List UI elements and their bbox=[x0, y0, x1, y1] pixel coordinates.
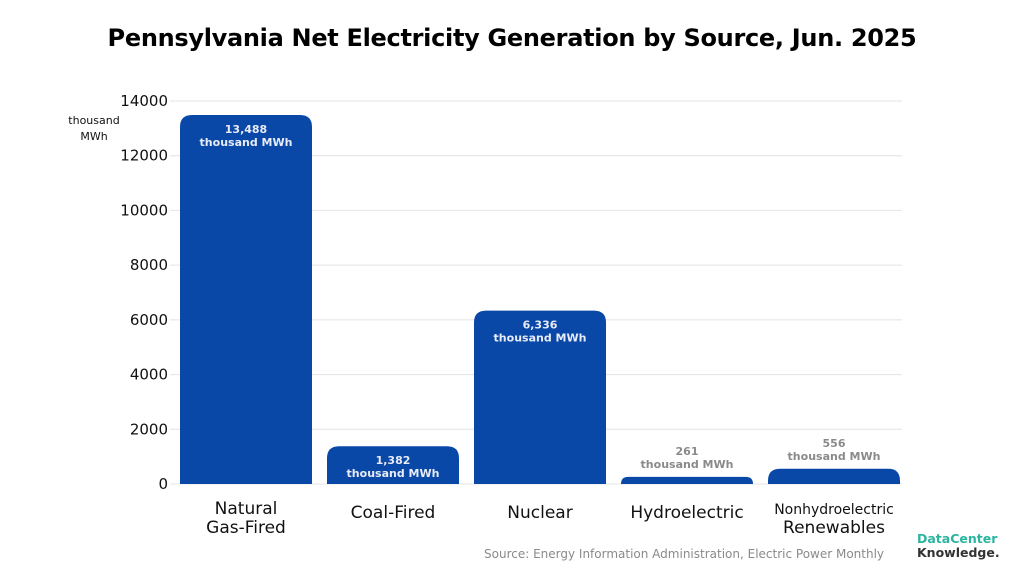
data-label-unit: thousand MWh bbox=[494, 332, 587, 345]
data-label-value: 261 bbox=[676, 445, 699, 458]
x-category-label: Nonhydroelectric bbox=[774, 502, 894, 518]
data-label-unit: thousand MWh bbox=[641, 458, 734, 471]
x-category-label: Nuclear bbox=[507, 503, 572, 523]
y-tick-label: 12000 bbox=[120, 147, 168, 165]
data-label-value: 6,336 bbox=[523, 319, 558, 332]
data-label-value: 13,488 bbox=[225, 123, 267, 136]
bar bbox=[327, 446, 459, 484]
data-label-unit: thousand MWh bbox=[347, 467, 440, 480]
logo-line1: DataCenter bbox=[917, 531, 998, 546]
bar bbox=[621, 476, 753, 484]
x-category-label: Coal-Fired bbox=[351, 503, 436, 523]
x-category-label: Natural bbox=[215, 499, 278, 519]
bar bbox=[180, 115, 312, 484]
bar bbox=[474, 310, 606, 484]
data-label-unit: thousand MWh bbox=[788, 450, 881, 463]
y-axis-ticks: 0 2000 4000 6000 8000 10000 12000 14000 bbox=[120, 92, 168, 493]
bar bbox=[768, 468, 900, 484]
y-tick-label: 4000 bbox=[130, 366, 168, 384]
data-label-unit: thousand MWh bbox=[200, 136, 293, 149]
data-label-value: 556 bbox=[823, 437, 846, 450]
data-label-value: 1,382 bbox=[376, 454, 411, 467]
y-axis-label-line2: MWh bbox=[80, 130, 107, 143]
brand-logo: DataCenter Knowledge. bbox=[917, 532, 1000, 560]
x-category-label: Hydroelectric bbox=[630, 503, 743, 523]
chart-title: Pennsylvania Net Electricity Generation … bbox=[107, 24, 917, 52]
y-tick-label: 10000 bbox=[120, 201, 168, 219]
source-note: Source: Energy Information Administratio… bbox=[484, 547, 885, 561]
x-category-label: Gas-Fired bbox=[206, 518, 286, 538]
x-category-label: Renewables bbox=[783, 518, 885, 538]
y-tick-label: 0 bbox=[158, 475, 168, 493]
y-tick-label: 8000 bbox=[130, 256, 168, 274]
y-tick-label: 6000 bbox=[130, 311, 168, 329]
bars bbox=[180, 115, 900, 484]
y-tick-label: 2000 bbox=[130, 420, 168, 438]
logo-line2: Knowledge. bbox=[917, 545, 1000, 560]
y-tick-label: 14000 bbox=[120, 92, 168, 110]
y-axis-label-line1: thousand bbox=[68, 114, 119, 127]
